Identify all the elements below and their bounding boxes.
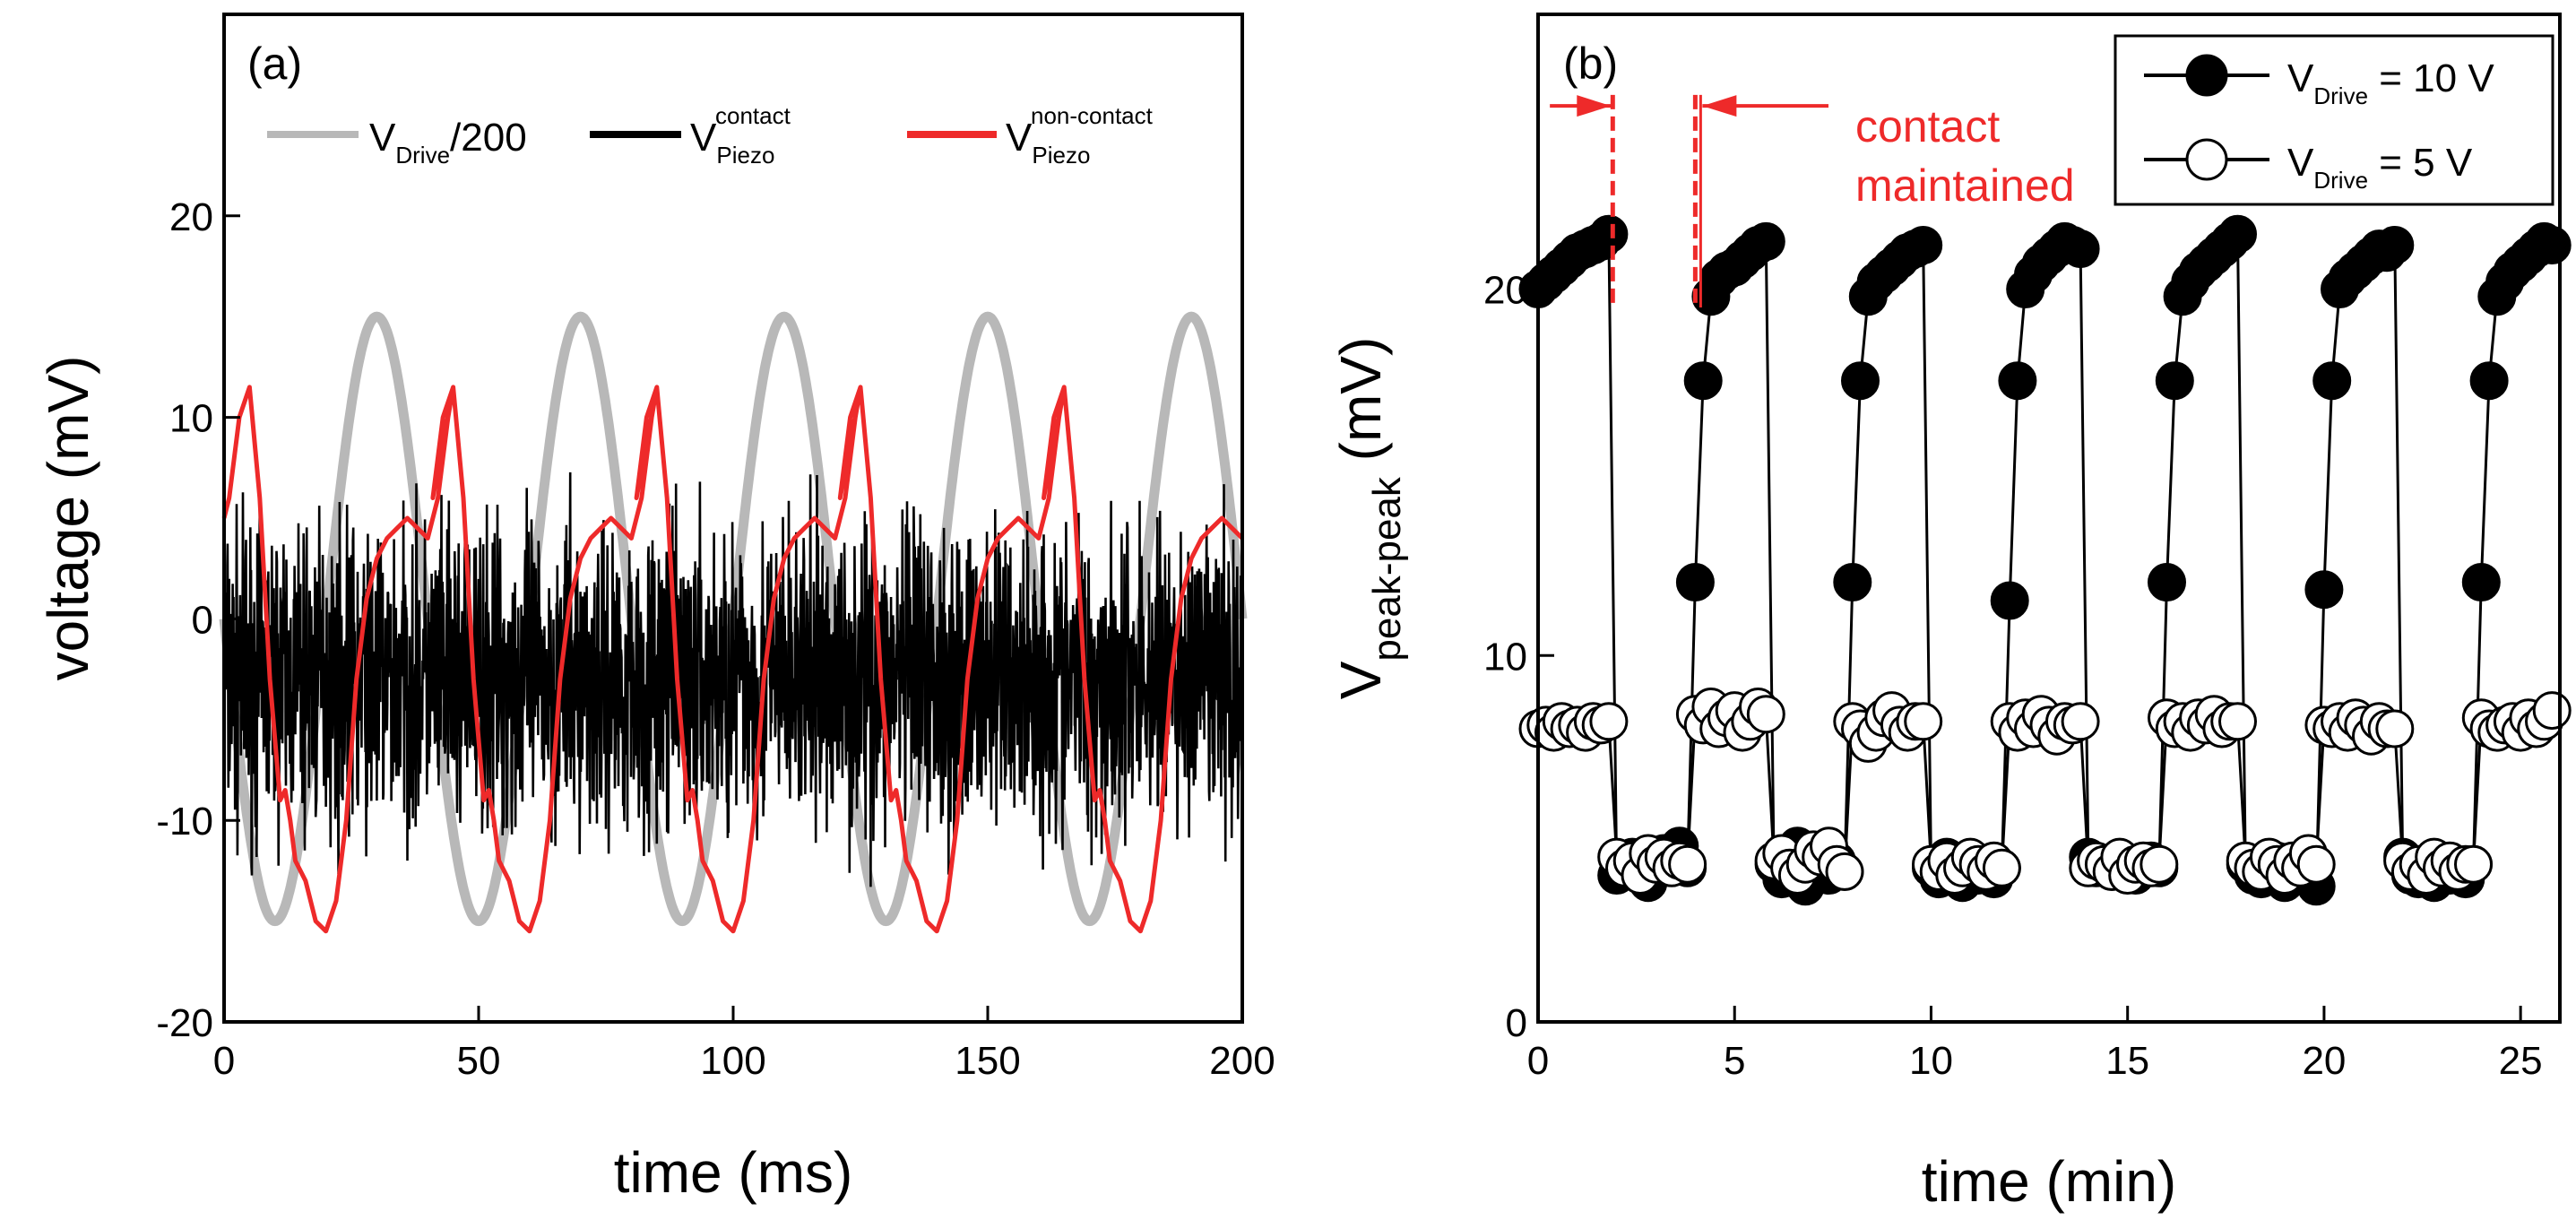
y-tick-label: 20 [169, 195, 213, 239]
point-vdrive-5v [2296, 844, 2336, 884]
legend-label-5v: VDrive = 5 V [2287, 141, 2473, 194]
panel-b-series [1518, 214, 2572, 906]
panel-b-ticks: 0 5 10 15 20 25 0 10 20 [1483, 269, 2543, 1083]
legend-swatch-5v-marker [2185, 138, 2228, 181]
series-noncontact-line [221, 385, 1244, 934]
y-tick-label: 10 [169, 397, 213, 441]
panel-a-ylabel: voltage (mV) [36, 356, 100, 681]
y-tick-label: 20 [1483, 269, 1527, 313]
point-vdrive-10v [1675, 563, 1715, 601]
point-vdrive-10v [2155, 361, 2194, 401]
x-tick-label: 5 [1724, 1039, 1745, 1083]
x-tick-label: 10 [1909, 1039, 1953, 1083]
panel-b-label: (b) [1563, 39, 1618, 89]
legend-sup-noncontact: non-contact [1031, 102, 1154, 129]
point-vdrive-10v [1589, 214, 1629, 254]
point-vdrive-5v [1825, 852, 1864, 891]
point-vdrive-10v [1746, 221, 1785, 261]
point-vdrive-10v [1683, 361, 1723, 401]
y-tick-label: -20 [156, 1001, 213, 1045]
point-vdrive-10v [1841, 361, 1880, 401]
panel-b-frame [1536, 13, 2562, 1024]
y-tick-label: -10 [156, 800, 213, 844]
point-vdrive-10v [2312, 361, 2352, 401]
point-vdrive-5v [1982, 848, 2021, 887]
point-vdrive-10v [2375, 226, 2415, 264]
point-vdrive-10v [2218, 214, 2257, 254]
series-contact-line [222, 472, 1244, 887]
point-vdrive-10v [1833, 563, 1872, 601]
annotation-line-1: contact [1855, 101, 2000, 151]
annotation-line-2: maintained [1855, 160, 2075, 211]
annotation-arrow-right-head [1702, 95, 1737, 117]
point-vdrive-5v [2375, 709, 2415, 748]
point-vdrive-10v [2469, 361, 2509, 401]
point-vdrive-10v [1990, 581, 2029, 620]
legend-label-vdrive: VDrive/200 [369, 116, 527, 169]
legend-label-10v: VDrive = 10 V [2287, 56, 2494, 109]
panel-b-legend: VDrive = 10 V VDrive = 5 V [2114, 34, 2554, 206]
legend-sup-contact: contact [715, 102, 791, 129]
point-vdrive-5v [2532, 691, 2572, 731]
legend-label-contact: VPiezo [690, 116, 774, 169]
x-tick-label: 150 [955, 1039, 1020, 1083]
legend-box [2114, 34, 2554, 206]
panel-b-xlabel: time (min) [1922, 1149, 2176, 1214]
y-tick-label: 0 [1506, 1001, 1527, 1045]
point-vdrive-5v [1904, 702, 1943, 741]
panel-a-ticks: 0 50 100 150 200 -20 -10 0 10 20 [156, 195, 1275, 1083]
panel-a-xlabel: time (ms) [614, 1140, 853, 1205]
x-tick-label: 0 [213, 1039, 235, 1083]
annotation-arrow-left-head [1577, 95, 1612, 117]
x-tick-label: 100 [700, 1039, 765, 1083]
point-vdrive-10v [1998, 361, 2037, 401]
panel-b-ylabel: Vpeak-peak (mV) [1328, 337, 1409, 700]
panel-a-series [219, 311, 1248, 934]
point-vdrive-5v [1746, 695, 1785, 734]
x-tick-label: 25 [2499, 1039, 2543, 1083]
contact-annotation: contact maintained [1550, 94, 2075, 307]
point-vdrive-10v [2061, 229, 2100, 269]
x-tick-label: 50 [457, 1039, 501, 1083]
x-tick-label: 200 [1209, 1039, 1275, 1083]
point-vdrive-10v [2532, 226, 2572, 264]
point-vdrive-10v [2304, 570, 2344, 610]
y-tick-label: 0 [192, 598, 213, 642]
panel-a-legend: VDrive/200 VPiezo contact VPiezo non-con… [267, 102, 1154, 169]
panel-a-label: (a) [247, 39, 302, 89]
legend-label-noncontact: VPiezo [1006, 116, 1090, 169]
panel-a: 0 50 100 150 200 -20 -10 0 10 20 (a) VDrive/200 V… [36, 13, 1275, 1205]
x-tick-label: 15 [2105, 1039, 2149, 1083]
y-tick-label: 10 [1483, 635, 1527, 679]
panel-b: contact maintained 0 5 10 15 20 25 0 10 20 (b) V… [1328, 13, 2572, 1214]
x-tick-label: 0 [1527, 1039, 1549, 1083]
point-vdrive-10v [1904, 226, 1943, 264]
x-tick-label: 20 [2302, 1039, 2346, 1083]
point-vdrive-5v [2218, 702, 2257, 741]
legend-swatch-10v-marker [2185, 54, 2228, 97]
point-vdrive-10v [2461, 563, 2501, 601]
point-vdrive-5v [1589, 702, 1629, 741]
point-vdrive-5v [2061, 702, 2100, 741]
point-vdrive-5v [2139, 844, 2179, 884]
point-vdrive-10v [2148, 563, 2186, 601]
point-vdrive-5v [1668, 844, 1707, 884]
point-vdrive-5v [2454, 844, 2493, 884]
